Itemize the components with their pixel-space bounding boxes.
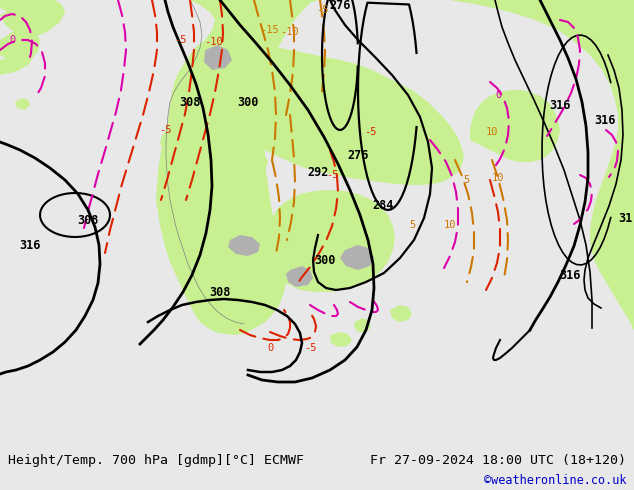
Polygon shape bbox=[0, 25, 40, 62]
Text: -10: -10 bbox=[205, 37, 223, 47]
Text: 316: 316 bbox=[549, 98, 571, 112]
Text: -5: -5 bbox=[316, 5, 328, 15]
Text: 5: 5 bbox=[409, 220, 415, 230]
Polygon shape bbox=[0, 50, 35, 75]
Polygon shape bbox=[228, 235, 260, 256]
Text: 284: 284 bbox=[372, 198, 394, 212]
Text: 308: 308 bbox=[179, 96, 201, 108]
Polygon shape bbox=[0, 0, 65, 35]
Polygon shape bbox=[330, 332, 352, 347]
Text: Fr 27-09-2024 18:00 UTC (18+120): Fr 27-09-2024 18:00 UTC (18+120) bbox=[370, 454, 626, 466]
Text: 316: 316 bbox=[19, 239, 41, 251]
Polygon shape bbox=[156, 0, 318, 335]
Text: 0: 0 bbox=[9, 35, 15, 45]
Text: 308: 308 bbox=[209, 286, 231, 298]
Text: 10: 10 bbox=[444, 220, 456, 230]
Polygon shape bbox=[286, 266, 313, 287]
Polygon shape bbox=[160, 130, 176, 150]
Polygon shape bbox=[354, 318, 371, 332]
Text: -5: -5 bbox=[364, 127, 376, 137]
Text: -10: -10 bbox=[281, 27, 299, 37]
Text: Height/Temp. 700 hPa [gdmp][°C] ECMWF: Height/Temp. 700 hPa [gdmp][°C] ECMWF bbox=[8, 454, 304, 466]
Text: -5: -5 bbox=[174, 35, 186, 45]
Polygon shape bbox=[450, 0, 634, 330]
Text: 276: 276 bbox=[347, 148, 369, 162]
Text: 276: 276 bbox=[329, 0, 351, 11]
Text: 316: 316 bbox=[594, 114, 616, 126]
Text: 31: 31 bbox=[618, 212, 632, 224]
Text: 0: 0 bbox=[495, 90, 501, 100]
Text: 316: 316 bbox=[559, 269, 581, 281]
Text: 292: 292 bbox=[307, 166, 328, 178]
Text: -5: -5 bbox=[304, 343, 316, 353]
Polygon shape bbox=[470, 90, 560, 162]
Text: -5: -5 bbox=[326, 170, 339, 180]
Text: ©weatheronline.co.uk: ©weatheronline.co.uk bbox=[484, 473, 626, 487]
Text: 10: 10 bbox=[486, 127, 498, 137]
Polygon shape bbox=[267, 190, 395, 292]
Text: 0: 0 bbox=[267, 343, 273, 353]
Polygon shape bbox=[169, 122, 206, 168]
Text: 300: 300 bbox=[314, 253, 335, 267]
Polygon shape bbox=[0, 0, 55, 22]
Text: 10: 10 bbox=[492, 173, 504, 183]
Text: -15: -15 bbox=[261, 25, 280, 35]
Text: 5: 5 bbox=[463, 175, 469, 185]
Polygon shape bbox=[340, 245, 374, 270]
Polygon shape bbox=[15, 98, 30, 110]
Polygon shape bbox=[204, 45, 232, 70]
Polygon shape bbox=[390, 305, 412, 322]
Text: 300: 300 bbox=[237, 96, 259, 108]
Polygon shape bbox=[207, 47, 464, 185]
Polygon shape bbox=[255, 155, 268, 175]
Text: -5: -5 bbox=[158, 125, 171, 135]
Text: 308: 308 bbox=[77, 214, 99, 226]
